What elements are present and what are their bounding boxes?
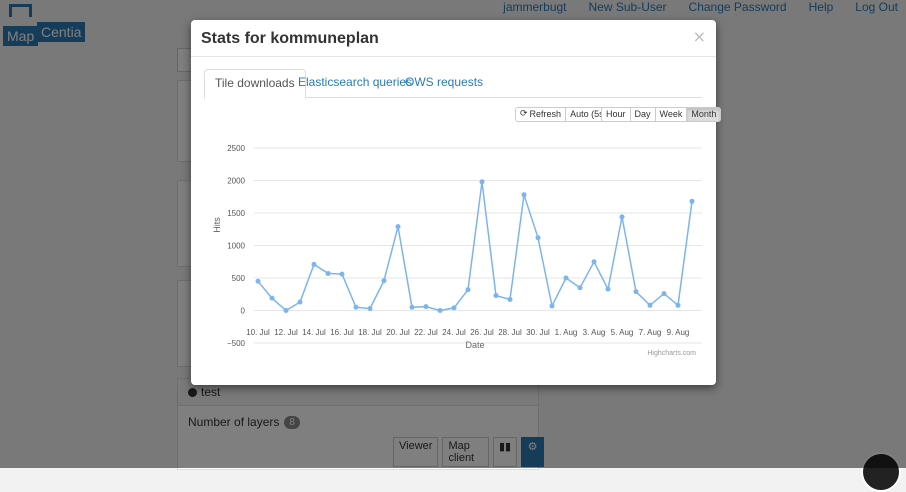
- chart-x-tick-label: 14. Jul: [302, 328, 326, 337]
- chart-series: [255, 179, 695, 313]
- chart-x-tick-label: 10. Jul: [246, 328, 270, 337]
- chart-data-point: [451, 305, 457, 311]
- modal-title: Stats for kommuneplan: [201, 30, 379, 47]
- tab-ows-requests[interactable]: OWS requests: [405, 75, 484, 89]
- chart-data-point: [605, 286, 611, 292]
- range-selector: Hour Day Week Month: [601, 107, 722, 122]
- chart-data-point: [577, 285, 583, 291]
- close-icon[interactable]: ×: [692, 27, 706, 46]
- chart-data-point: [507, 296, 513, 302]
- chart-data-point: [675, 302, 681, 308]
- chart-data-point: [409, 304, 415, 310]
- chart-data-point: [283, 308, 289, 313]
- chart-data-point: [395, 224, 401, 230]
- chart-x-tick-label: 3. Aug: [583, 328, 606, 337]
- chart-x-tick-label: 28. Jul: [498, 328, 522, 337]
- chart-y-tick-label: 2000: [227, 177, 245, 186]
- chart-x-tick-label: 20. Jul: [386, 328, 410, 337]
- chart-data-point: [479, 179, 485, 185]
- chart-data-point: [493, 293, 499, 299]
- chart-y-tick-label: 2500: [227, 144, 245, 153]
- chart-x-tick-label: 30. Jul: [526, 328, 550, 337]
- stats-modal: Stats for kommuneplan × Tile downloads E…: [191, 20, 722, 385]
- chart-data-point: [563, 275, 569, 281]
- chart-x-axis: 10. Jul 12. Jul 14. Jul 16. Jul 18. Jul 20. J…: [246, 328, 689, 337]
- chart-data-point: [535, 235, 541, 241]
- chart-x-tick-label: 9. Aug: [667, 328, 690, 337]
- chart-data-point: [619, 214, 625, 220]
- chart-x-tick-label: 5. Aug: [611, 328, 634, 337]
- range-hour-button[interactable]: Hour: [601, 107, 631, 122]
- modal-header: Stats for kommuneplan ×: [191, 20, 716, 57]
- chart-x-tick-label: 18. Jul: [358, 328, 382, 337]
- chart-y-tick-label: 1500: [227, 209, 245, 218]
- range-week-button[interactable]: Week: [655, 107, 688, 122]
- tab-elasticsearch-queries[interactable]: Elasticsearch queries: [298, 75, 413, 89]
- chart-x-tick-label: 7. Aug: [639, 328, 662, 337]
- chart-data-point: [689, 198, 695, 204]
- chart-data-point: [661, 291, 667, 297]
- chart-data-point: [339, 271, 345, 277]
- chart-data-point: [367, 306, 373, 312]
- chart-data-point: [591, 259, 597, 265]
- chart-x-axis-title: Date: [465, 340, 484, 350]
- chart-x-tick-label: 26. Jul: [470, 328, 494, 337]
- refresh-icon: ⟳: [520, 109, 528, 119]
- chart-y-tick-label: 500: [232, 274, 246, 283]
- chart-data-point: [633, 289, 639, 295]
- refresh-label: Refresh: [529, 109, 562, 119]
- chart-data-point: [647, 302, 653, 308]
- range-month-button[interactable]: Month: [687, 107, 722, 122]
- chart-data-point: [297, 299, 303, 305]
- refresh-controls: ⟳ Refresh Auto (5s): [515, 107, 612, 122]
- chart-x-tick-label: 24. Jul: [442, 328, 466, 337]
- chart-y-tick-label: 0: [241, 307, 246, 316]
- tab-tile-downloads[interactable]: Tile downloads: [204, 69, 306, 99]
- refresh-button[interactable]: ⟳ Refresh: [515, 107, 567, 122]
- chart-data-point: [465, 287, 471, 293]
- chart-x-tick-label: 16. Jul: [330, 328, 354, 337]
- chart-data-point: [381, 278, 387, 284]
- chart-data-point: [521, 192, 527, 198]
- chart-data-point: [255, 278, 261, 284]
- chart-x-tick-label: 1. Aug: [555, 328, 578, 337]
- chart-data-point: [353, 304, 359, 310]
- chart-credits[interactable]: Highcharts.com: [647, 350, 696, 357]
- range-day-button[interactable]: Day: [630, 107, 656, 122]
- chart-data-point: [549, 303, 555, 309]
- chart-data-point: [325, 270, 331, 276]
- chart-data-point: [437, 308, 443, 313]
- chart-y-tick-label: 1000: [227, 242, 245, 251]
- chart-x-tick-label: 22. Jul: [414, 328, 438, 337]
- chart-data-point: [311, 261, 317, 267]
- chart-gridlines: [254, 147, 702, 344]
- chart-series-line: [257, 181, 693, 312]
- chart-data-point: [269, 295, 275, 301]
- chart-y-axis: −500 0 500 1000 1500 2000 2500: [227, 144, 246, 348]
- chart-data-point: [423, 304, 429, 310]
- chart-x-tick-label: 12. Jul: [274, 328, 298, 337]
- chart-y-tick-label: −500: [227, 339, 246, 348]
- chart-y-axis-title: Hits: [212, 217, 222, 233]
- stats-tabs: Tile downloads Elasticsearch queries OWS…: [204, 69, 702, 99]
